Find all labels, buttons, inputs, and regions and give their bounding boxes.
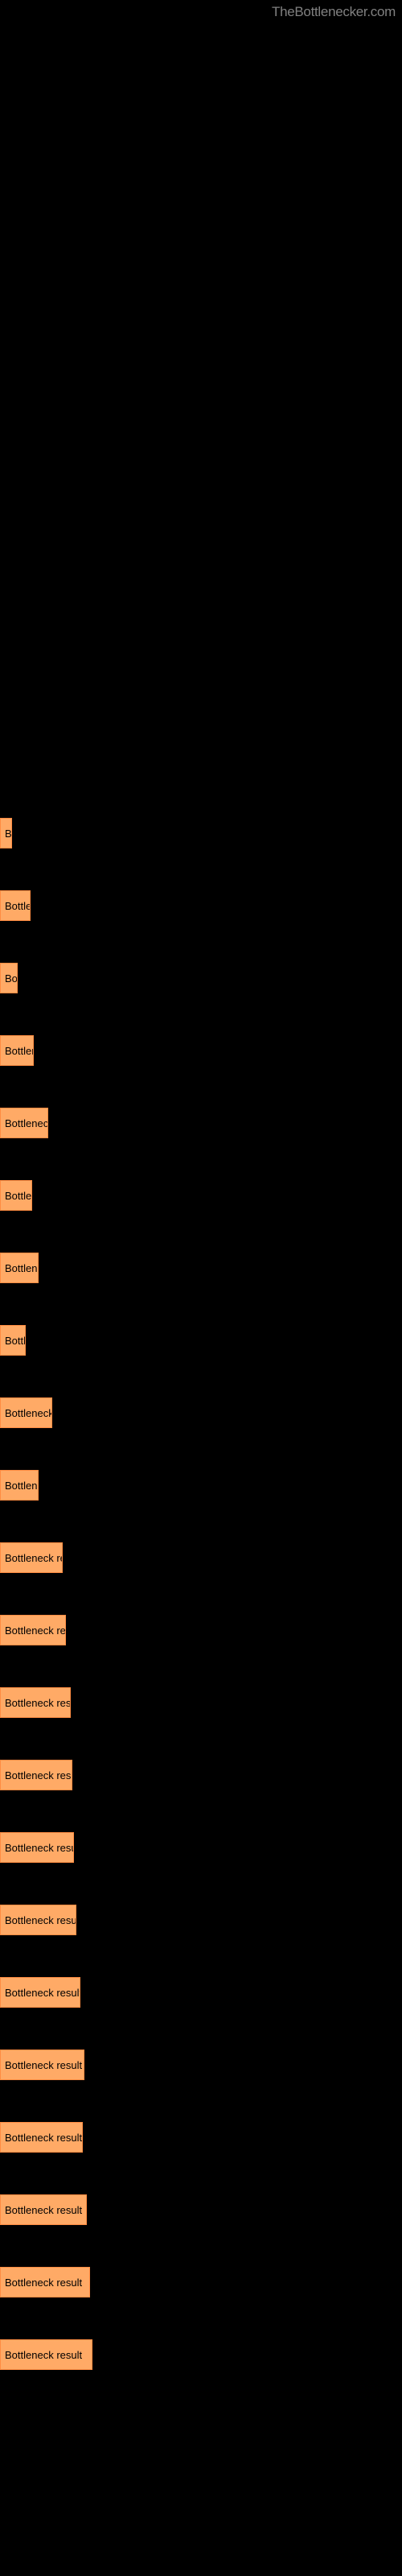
bar: Bottleneck result xyxy=(0,2339,92,2370)
bar: Bottleneck resul xyxy=(0,1832,74,1863)
watermark-text: TheBottlenecker.com xyxy=(272,4,396,20)
bar-row: Bottleneck result xyxy=(0,2246,402,2318)
bar-row: Bottleneck result xyxy=(0,1956,402,2029)
bar: Bottleneck result xyxy=(0,1760,72,1790)
bar-row: Bottleneck r xyxy=(0,1087,402,1159)
bar: Bottleneck xyxy=(0,1253,39,1283)
bar-row: Bottleneck result xyxy=(0,1739,402,1811)
bar: Bottleneck result xyxy=(0,1687,71,1718)
bar-row: B xyxy=(0,797,402,869)
bar-row: Bottleneck result xyxy=(0,2029,402,2101)
bar: Bottlene xyxy=(0,1035,34,1066)
bar-row: Bottlen xyxy=(0,869,402,942)
bar-row: Bottleneck result xyxy=(0,2174,402,2246)
bar: Bottle xyxy=(0,1325,26,1356)
bar-row: Bottleneck result xyxy=(0,1594,402,1666)
bar-row: Bottleneck re xyxy=(0,1377,402,1449)
bar: Bottleneck result xyxy=(0,2050,84,2080)
bar: Bottlen xyxy=(0,890,31,921)
bar-row: Bottleneck resul xyxy=(0,1811,402,1884)
bar: Bottlenec xyxy=(0,1470,39,1501)
bar: Bottleneck re xyxy=(0,1397,52,1428)
bar-row: Bottleneck result xyxy=(0,1666,402,1739)
bar-row: Bottleneck result xyxy=(0,1884,402,1956)
bar-row: Bot xyxy=(0,942,402,1014)
bar-row: Bottlenec xyxy=(0,1449,402,1521)
bar: Bottleneck result xyxy=(0,2267,90,2297)
bar: Bottleneck result xyxy=(0,2194,87,2225)
bar: Bottleneck result xyxy=(0,1977,80,2008)
bar: Bottleneck r xyxy=(0,1108,48,1138)
bar: Bottleneck result xyxy=(0,1615,66,1645)
bar-row: Bottle xyxy=(0,1304,402,1377)
bar-row: Bottleneck result xyxy=(0,2101,402,2174)
bar-row: Bottleneck resul xyxy=(0,1521,402,1594)
bar: Bottleneck result xyxy=(0,2122,83,2153)
bar: Bottleneck result xyxy=(0,1905,76,1935)
bar: Bottleneck resul xyxy=(0,1542,63,1573)
bar-chart: B Bottlen Bot Bottlene Bottleneck r Bottlen Bo… xyxy=(0,0,402,2391)
bar-row: Bottlen xyxy=(0,1159,402,1232)
bar-row: Bottleneck result xyxy=(0,2318,402,2391)
bar: Bottlen xyxy=(0,1180,32,1211)
bar-row: Bottleneck xyxy=(0,1232,402,1304)
bar: B xyxy=(0,818,12,848)
bar: Bot xyxy=(0,963,18,993)
bar-row: Bottlene xyxy=(0,1014,402,1087)
